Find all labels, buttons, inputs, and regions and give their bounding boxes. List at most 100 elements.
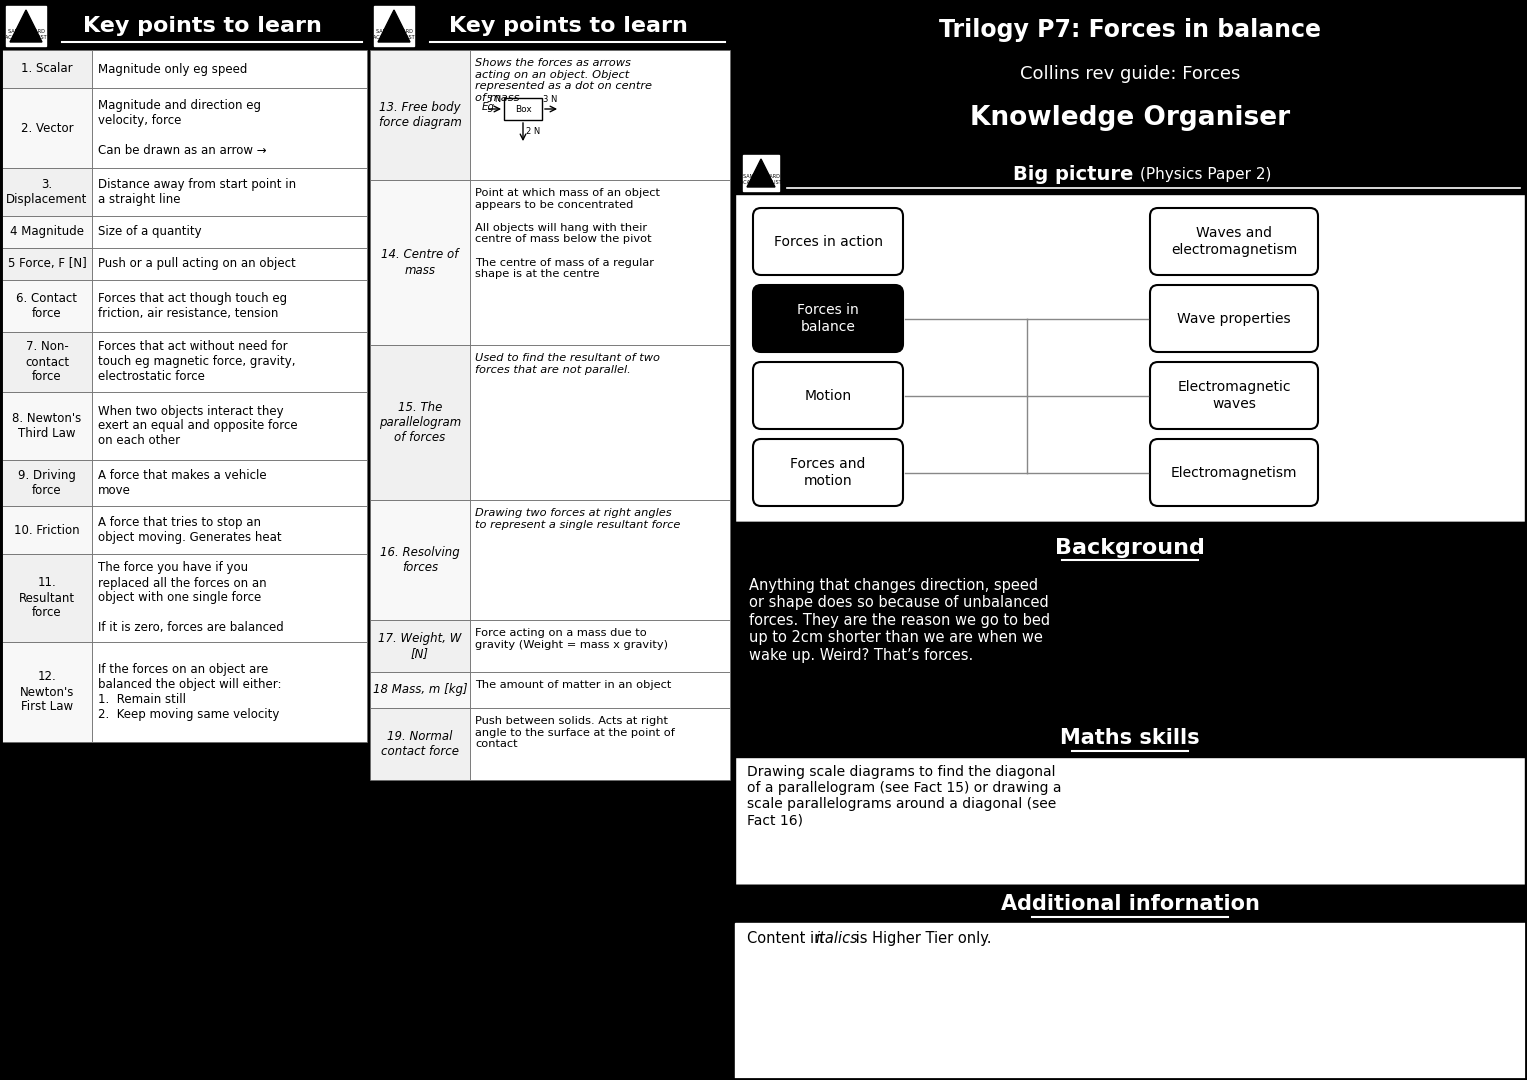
Bar (2, 332, 92, 392)
Text: Additional infornation: Additional infornation (1000, 894, 1260, 914)
Text: Push between solids. Acts at right
angle to the surface at the point of
contact: Push between solids. Acts at right angle… (475, 716, 675, 750)
FancyBboxPatch shape (1150, 438, 1318, 507)
FancyBboxPatch shape (1150, 208, 1318, 275)
Bar (92, 216, 366, 248)
Text: Electromagnetism: Electromagnetism (1171, 465, 1298, 480)
Bar (2, 248, 92, 280)
Bar (734, 522, 1525, 717)
Bar (2, 554, 92, 642)
Bar (2, 460, 92, 507)
Text: Motion: Motion (805, 389, 852, 403)
Bar (734, 2, 1525, 152)
FancyBboxPatch shape (1150, 285, 1318, 352)
Bar (470, 50, 730, 180)
Text: Drawing scale diagrams to find the diagonal
of a parallelogram (see Fact 15) or : Drawing scale diagrams to find the diago… (747, 765, 1061, 827)
Bar (370, 500, 470, 620)
Bar (470, 180, 730, 345)
Text: A force that tries to stop an
object moving. Generates heat: A force that tries to stop an object mov… (98, 516, 281, 544)
Text: 3 N: 3 N (542, 95, 557, 104)
Text: 18 Mass, m [kg]: 18 Mass, m [kg] (373, 684, 467, 697)
Text: A force that makes a vehicle
move: A force that makes a vehicle move (98, 469, 267, 497)
Bar (92, 87, 366, 168)
Bar (744, 156, 779, 191)
Text: Content in: Content in (747, 931, 828, 946)
Bar (2, 168, 92, 216)
Bar (734, 152, 1525, 522)
Bar (92, 332, 366, 392)
Bar (370, 620, 470, 672)
FancyBboxPatch shape (1150, 362, 1318, 429)
Text: 3.
Displacement: 3. Displacement (6, 178, 87, 206)
Text: SAMUEL WARD
ACADEMY TRUST: SAMUEL WARD ACADEMY TRUST (373, 29, 415, 40)
Text: Key points to learn: Key points to learn (449, 16, 687, 36)
Text: The force you have if you
replaced all the forces on an
object with one single f: The force you have if you replaced all t… (98, 562, 284, 634)
Text: When two objects interact they
exert an equal and opposite force
on each other: When two objects interact they exert an … (98, 405, 298, 447)
Bar (2, 280, 92, 332)
Text: Forces in action: Forces in action (774, 234, 883, 248)
Text: Key points to learn: Key points to learn (82, 16, 322, 36)
Text: Background: Background (1055, 538, 1205, 558)
Text: is Higher Tier only.: is Higher Tier only. (851, 931, 991, 946)
Bar (2, 2, 366, 50)
Bar (92, 248, 366, 280)
Bar (2, 642, 92, 742)
Text: 11.
Resultant
force: 11. Resultant force (18, 577, 75, 620)
Text: SAMUEL WARD
ACADEMY TRUST: SAMUEL WARD ACADEMY TRUST (741, 174, 782, 185)
Text: 4 Magnitude: 4 Magnitude (11, 226, 84, 239)
Text: Collins rev guide: Forces: Collins rev guide: Forces (1020, 65, 1240, 83)
Text: Big picture: Big picture (1012, 164, 1141, 184)
Text: 5 Force, F [N]: 5 Force, F [N] (8, 257, 87, 270)
Text: (Physics Paper 2): (Physics Paper 2) (1141, 166, 1272, 181)
Text: Forces in
balance: Forces in balance (797, 303, 858, 334)
Bar (734, 717, 1525, 885)
Bar (734, 885, 1525, 1078)
Text: 7. Non-
contact
force: 7. Non- contact force (24, 340, 69, 383)
Bar (734, 152, 1525, 194)
FancyBboxPatch shape (753, 208, 902, 275)
Text: Shows the forces as arrows
acting on an object. Object
represented as a dot on c: Shows the forces as arrows acting on an … (475, 58, 652, 103)
Bar (92, 554, 366, 642)
Bar (470, 345, 730, 500)
Bar (2, 50, 92, 87)
Bar (2, 392, 92, 460)
Text: 1. Scalar: 1. Scalar (21, 63, 73, 76)
Bar (470, 672, 730, 708)
Bar (734, 885, 1525, 923)
Text: Force acting on a mass due to
gravity (Weight = mass x gravity): Force acting on a mass due to gravity (W… (475, 627, 667, 649)
Text: Forces that act though touch eg
friction, air resistance, tension: Forces that act though touch eg friction… (98, 292, 287, 320)
Text: 2. Vector: 2. Vector (21, 121, 73, 135)
Bar (504, 98, 542, 120)
Text: 6. Contact
force: 6. Contact force (17, 292, 78, 320)
Text: 5 N: 5 N (487, 95, 501, 104)
Bar (470, 620, 730, 672)
Text: 15. The
parallelogram
of forces: 15. The parallelogram of forces (379, 401, 461, 444)
Bar (734, 717, 1525, 757)
Bar (2, 87, 92, 168)
Bar (374, 6, 414, 46)
Bar (92, 460, 366, 507)
Bar (92, 280, 366, 332)
Text: Drawing two forces at right angles
to represent a single resultant force: Drawing two forces at right angles to re… (475, 508, 681, 529)
Text: Box: Box (515, 105, 531, 113)
Text: Anything that changes direction, speed
or shape does so because of unbalanced
fo: Anything that changes direction, speed o… (750, 578, 1051, 663)
Text: The amount of matter in an object: The amount of matter in an object (475, 680, 672, 690)
Bar (2, 507, 92, 554)
Bar (370, 180, 470, 345)
Text: Forces that act without need for
touch eg magnetic force, gravity,
electrostatic: Forces that act without need for touch e… (98, 340, 296, 383)
Text: Wave properties: Wave properties (1177, 311, 1290, 325)
Text: 19. Normal
contact force: 19. Normal contact force (382, 730, 460, 758)
Text: 9. Driving
force: 9. Driving force (18, 469, 76, 497)
Text: Point at which mass of an object
appears to be concentrated

All objects will ha: Point at which mass of an object appears… (475, 188, 660, 280)
Text: 17. Weight, W
[N]: 17. Weight, W [N] (379, 632, 461, 660)
Bar (370, 672, 470, 708)
Text: Maths skills: Maths skills (1060, 728, 1200, 748)
FancyBboxPatch shape (753, 285, 902, 352)
Text: 16. Resolving
forces: 16. Resolving forces (380, 546, 460, 573)
Bar (92, 50, 366, 87)
Text: 14. Centre of
mass: 14. Centre of mass (382, 248, 458, 276)
Text: Knowledge Organiser: Knowledge Organiser (970, 105, 1290, 131)
Text: 12.
Newton's
First Law: 12. Newton's First Law (20, 671, 75, 714)
Bar (370, 708, 470, 780)
Bar (470, 500, 730, 620)
Polygon shape (379, 10, 411, 42)
